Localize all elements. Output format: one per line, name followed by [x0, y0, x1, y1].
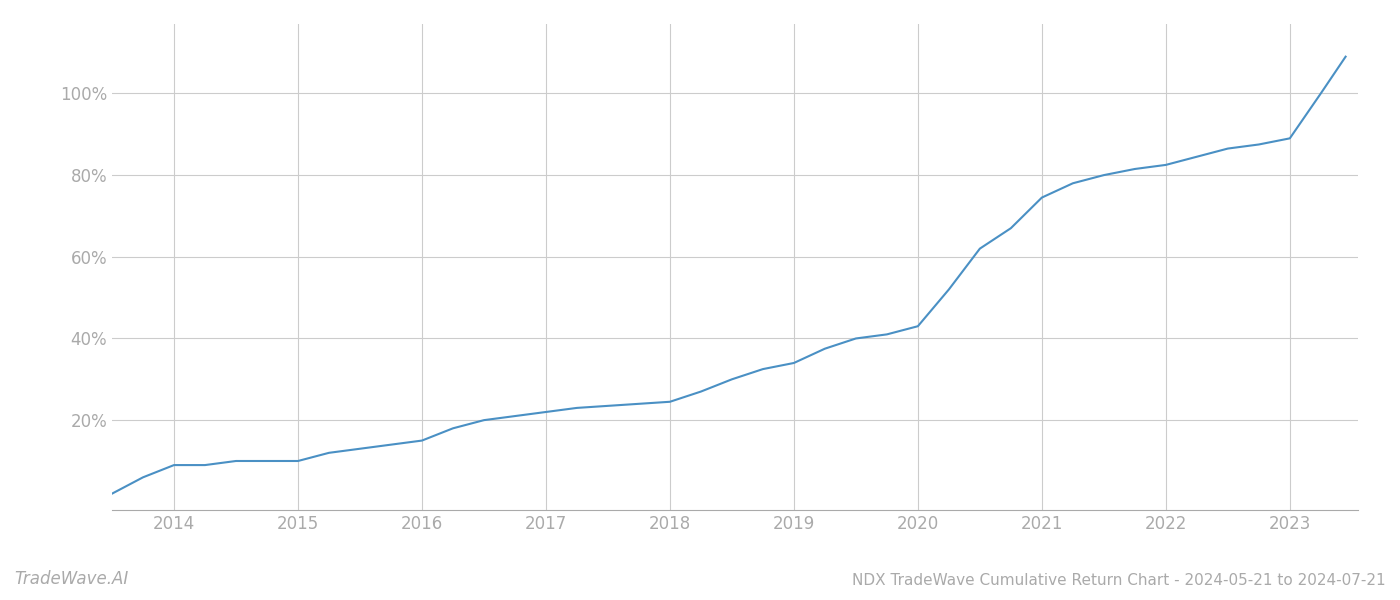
- Text: NDX TradeWave Cumulative Return Chart - 2024-05-21 to 2024-07-21: NDX TradeWave Cumulative Return Chart - …: [853, 573, 1386, 588]
- Text: TradeWave.AI: TradeWave.AI: [14, 570, 129, 588]
